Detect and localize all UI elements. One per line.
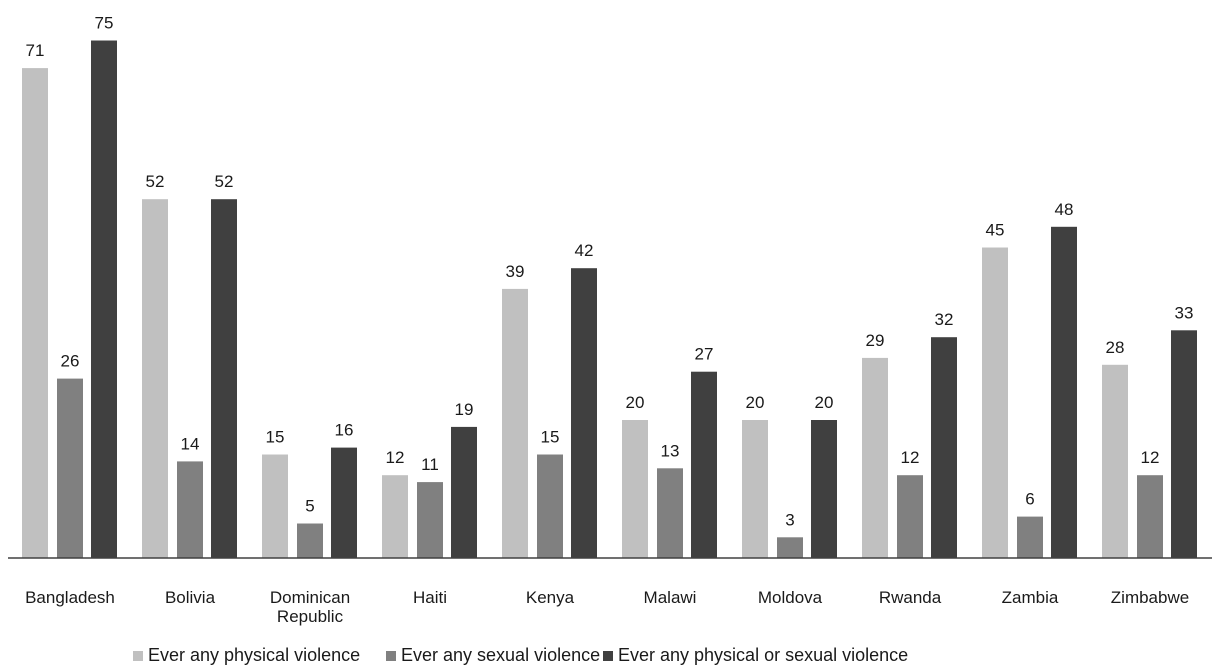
category-label-kenya: Kenya [526, 588, 575, 607]
value-label-moldova-series-1: 20 [746, 393, 765, 412]
value-label-zimbabwe-series-2: 12 [1141, 448, 1160, 467]
bar-zimbabwe-series-3 [1171, 330, 1197, 558]
category-label-zambia: Zambia [1002, 588, 1059, 607]
value-label-moldova-series-2: 3 [785, 510, 794, 529]
category-label-bangladesh: Bangladesh [25, 588, 115, 607]
value-labels-layer: 71 26 75 52 14 52 15 5 16 12 11 19 39 15 42 20 13 27 20 3 20… [26, 14, 1194, 530]
bar-zimbabwe-series-1 [1102, 364, 1128, 558]
bar-malawi-series-2 [657, 468, 683, 558]
value-label-bangladesh-series-1: 71 [26, 41, 45, 60]
bar-kenya-series-2 [537, 454, 563, 558]
value-label-bolivia-series-1: 52 [146, 172, 165, 191]
value-label-moldova-series-3: 20 [815, 393, 834, 412]
bar-bangladesh-series-1 [22, 68, 48, 558]
value-label-kenya-series-1: 39 [506, 262, 525, 281]
bar-bolivia-series-3 [211, 199, 237, 558]
category-label-line: Rwanda [879, 588, 942, 607]
category-label-line: Malawi [644, 588, 697, 607]
bar-kenya-series-3 [571, 268, 597, 558]
legend: Ever any physical violence Ever any sexua… [133, 645, 908, 665]
category-label-line: Bolivia [165, 588, 216, 607]
legend-label-series-1: Ever any physical violence [148, 645, 360, 665]
legend-swatch-series-2 [386, 651, 396, 661]
value-label-zambia-series-2: 6 [1025, 490, 1034, 509]
category-label-line: Zimbabwe [1111, 588, 1189, 607]
category-label-line: Haiti [413, 588, 447, 607]
bar-rwanda-series-2 [897, 475, 923, 558]
value-label-dominican-republic-series-1: 15 [266, 428, 285, 447]
bar-malawi-series-1 [622, 420, 648, 558]
bar-moldova-series-2 [777, 537, 803, 558]
bar-moldova-series-1 [742, 420, 768, 558]
bar-dominican-republic-series-2 [297, 523, 323, 558]
bar-kenya-series-1 [502, 288, 528, 558]
value-label-malawi-series-3: 27 [695, 345, 714, 364]
bar-moldova-series-3 [811, 420, 837, 558]
value-label-bolivia-series-3: 52 [215, 172, 234, 191]
bars-layer [22, 40, 1197, 559]
value-label-kenya-series-2: 15 [541, 428, 560, 447]
bar-haiti-series-3 [451, 426, 477, 558]
bar-bangladesh-series-2 [57, 378, 83, 558]
category-label-rwanda: Rwanda [879, 588, 942, 607]
bar-dominican-republic-series-3 [331, 447, 357, 558]
bar-zambia-series-1 [982, 247, 1008, 558]
value-label-malawi-series-1: 20 [626, 393, 645, 412]
value-label-haiti-series-3: 19 [455, 400, 474, 419]
category-label-line: Zambia [1002, 588, 1059, 607]
category-labels-layer: Bangladesh Bolivia Dominican Republic Haiti K… [25, 588, 1189, 626]
bar-dominican-republic-series-1 [262, 454, 288, 558]
value-label-dominican-republic-series-2: 5 [305, 497, 314, 516]
category-label-malawi: Malawi [644, 588, 697, 607]
legend-label-series-2: Ever any sexual violence [401, 645, 600, 665]
bar-malawi-series-3 [691, 371, 717, 558]
value-label-zimbabwe-series-1: 28 [1106, 338, 1125, 357]
value-label-rwanda-series-2: 12 [901, 448, 920, 467]
bar-zambia-series-2 [1017, 516, 1043, 558]
category-label-haiti: Haiti [413, 588, 447, 607]
category-label-line: Dominican [270, 588, 350, 607]
category-label-line: Bangladesh [25, 588, 115, 607]
bar-zimbabwe-series-2 [1137, 475, 1163, 558]
value-label-malawi-series-2: 13 [661, 441, 680, 460]
category-label-bolivia: Bolivia [165, 588, 216, 607]
bar-rwanda-series-1 [862, 357, 888, 558]
category-label-dominican-republic: Dominican Republic [270, 588, 350, 626]
legend-label-series-3: Ever any physical or sexual violence [618, 645, 908, 665]
value-label-bangladesh-series-3: 75 [95, 14, 114, 33]
bar-bolivia-series-1 [142, 199, 168, 558]
category-label-line: Republic [277, 607, 344, 626]
value-label-rwanda-series-1: 29 [866, 331, 885, 350]
bar-rwanda-series-3 [931, 337, 957, 558]
category-label-zimbabwe: Zimbabwe [1111, 588, 1189, 607]
value-label-haiti-series-1: 12 [386, 448, 405, 467]
legend-swatch-series-1 [133, 651, 143, 661]
bar-haiti-series-1 [382, 475, 408, 558]
value-label-zambia-series-1: 45 [986, 221, 1005, 240]
value-label-haiti-series-2: 11 [421, 455, 439, 474]
category-label-line: Moldova [758, 588, 823, 607]
value-label-bangladesh-series-2: 26 [61, 352, 80, 371]
bar-haiti-series-2 [417, 482, 443, 558]
legend-swatch-series-3 [603, 651, 613, 661]
bar-zambia-series-3 [1051, 226, 1077, 559]
bar-bolivia-series-2 [177, 461, 203, 558]
value-label-dominican-republic-series-3: 16 [335, 421, 354, 440]
category-label-line: Kenya [526, 588, 575, 607]
value-label-zimbabwe-series-3: 33 [1175, 303, 1194, 322]
bar-bangladesh-series-3 [91, 40, 117, 558]
value-label-rwanda-series-3: 32 [935, 310, 954, 329]
value-label-kenya-series-3: 42 [575, 241, 594, 260]
category-label-moldova: Moldova [758, 588, 823, 607]
value-label-zambia-series-3: 48 [1055, 200, 1074, 219]
value-label-bolivia-series-2: 14 [181, 434, 200, 453]
